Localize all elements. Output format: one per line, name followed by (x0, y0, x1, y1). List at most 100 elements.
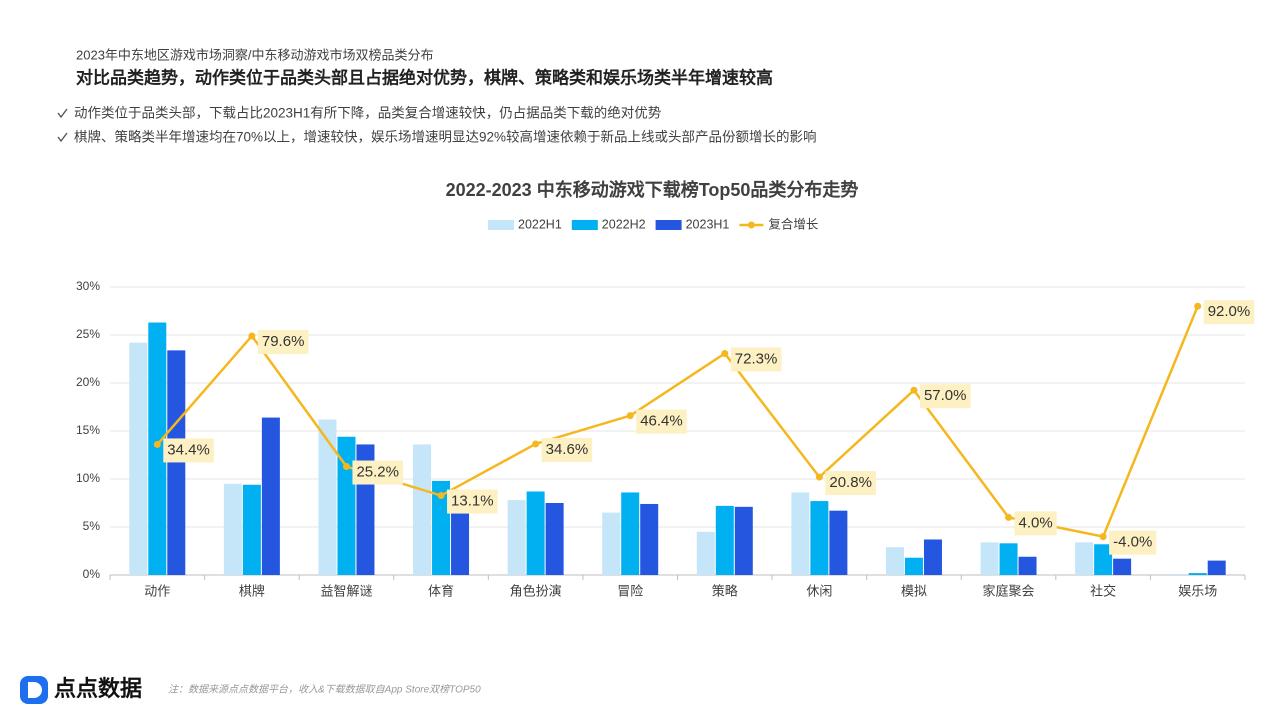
data-label: 4.0% (1019, 514, 1053, 531)
x-tick-label: 体育 (428, 583, 454, 598)
label-bg (919, 384, 971, 409)
bar (885, 547, 904, 575)
bar (1018, 556, 1037, 575)
bar (242, 484, 261, 575)
bar (810, 501, 829, 575)
bar (148, 322, 167, 575)
label-bg (257, 329, 309, 354)
line-point (626, 412, 634, 420)
line-point (815, 473, 823, 481)
label-bg (541, 437, 593, 462)
data-label: 79.6% (262, 333, 305, 350)
label-bg (1014, 511, 1057, 536)
data-label: 46.4% (640, 413, 683, 430)
bar (904, 557, 923, 575)
kicker: 2023年中东地区游戏市场洞察/中东移动游戏市场双榜品类分布 (76, 47, 434, 62)
legend-swatch (488, 220, 514, 230)
x-tick-label: 家庭聚会 (983, 583, 1035, 598)
y-tick-label: 5% (83, 519, 101, 533)
bar (602, 512, 621, 575)
data-label: 72.3% (735, 350, 778, 367)
x-tick-label: 娱乐场 (1178, 583, 1217, 598)
bar (734, 506, 753, 575)
chart: 0% 5% 10% 15% 20% 25% 30% 动作 棋牌 益智解谜 体育 角色扮演 冒险 策略 休闲 模… (76, 216, 1255, 598)
bar (621, 492, 640, 575)
bar (1113, 558, 1132, 575)
bar (167, 350, 186, 575)
x-tick-label: 模拟 (901, 583, 927, 598)
line-point (1099, 533, 1107, 541)
y-tick-label: 20% (76, 375, 100, 389)
legend-label: 2023H1 (686, 217, 730, 231)
x-tick-label: 休闲 (806, 583, 832, 598)
bar (261, 417, 280, 575)
bar (526, 491, 545, 575)
label-bg (825, 471, 876, 496)
data-label: -4.0% (1113, 534, 1152, 551)
bullet: 动作类位于品类头部，下载占比2023H1有所下降，品类复合增速较快，仍占据品类下… (74, 105, 661, 121)
bar (1207, 560, 1226, 575)
label-bg (352, 460, 404, 485)
data-label: 13.1% (451, 493, 494, 510)
bar (829, 510, 848, 575)
x-tick-label: 策略 (712, 583, 738, 598)
x-tick-label: 社交 (1090, 583, 1116, 598)
x-tick-label: 冒险 (617, 583, 643, 598)
line-point (437, 492, 445, 500)
legend-label: 2022H2 (602, 217, 646, 231)
y-tick-label: 0% (83, 567, 101, 581)
bar (715, 505, 734, 575)
legend-label: 复合增长 (768, 216, 819, 231)
bar (640, 503, 659, 575)
bar (129, 342, 148, 575)
chart-title: 2022-2023 中东移动游戏下载榜Top50品类分布走势 (446, 179, 859, 200)
label-bg (1203, 300, 1255, 325)
check-icon (57, 108, 68, 119)
x-tick-label: 角色扮演 (510, 583, 562, 598)
data-label: 20.8% (829, 474, 872, 491)
bar (791, 492, 810, 575)
bar (1188, 573, 1207, 575)
bar (545, 503, 564, 575)
bar (507, 500, 526, 575)
y-tick-label: 30% (76, 279, 100, 293)
bar (999, 543, 1018, 575)
legend-label: 2022H1 (518, 217, 562, 231)
label-bg (163, 438, 214, 463)
x-tick-label: 动作 (144, 583, 170, 598)
line-point (721, 349, 729, 357)
bullet: 棋牌、策略类半年增速均在70%以上，增速较快，娱乐场增速明显达92%较高增速依赖… (74, 129, 817, 145)
label-bg (730, 347, 782, 372)
label-bg (1109, 530, 1157, 555)
line-point (153, 440, 161, 448)
data-label: 34.4% (167, 441, 210, 458)
label-bg (447, 489, 498, 514)
y-tick-label: 15% (76, 423, 100, 437)
x-tick-label: 棋牌 (239, 583, 265, 598)
bar (1169, 574, 1188, 575)
data-label: 92.0% (1208, 303, 1251, 320)
bar (696, 531, 715, 575)
brand: 点点数据 (54, 676, 142, 701)
bar (923, 539, 942, 575)
y-tick-label: 25% (76, 327, 100, 341)
check-icon (57, 132, 68, 143)
bar (980, 542, 999, 575)
legend-swatch (571, 220, 598, 230)
line-point (910, 386, 918, 394)
line-point (248, 332, 256, 340)
line-point (342, 463, 350, 471)
line-point (532, 440, 540, 448)
logo-icon (28, 682, 42, 698)
bar (1094, 544, 1113, 575)
bar (337, 436, 356, 575)
bar (318, 419, 337, 575)
bar (451, 507, 470, 575)
line-point (1194, 302, 1202, 310)
label-bg (636, 409, 687, 434)
legend-swatch (747, 221, 755, 229)
y-tick-label: 10% (76, 471, 100, 485)
source-note: 注：数据来源点点数据平台，收入&下载数据取自App Store双榜TOP50 (168, 684, 481, 696)
data-label: 25.2% (356, 463, 399, 480)
